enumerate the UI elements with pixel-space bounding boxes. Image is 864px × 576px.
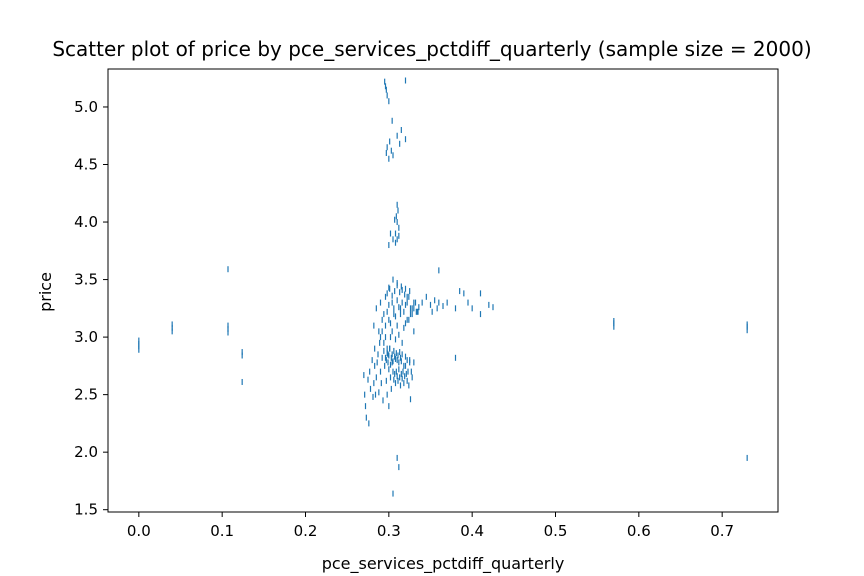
x-tick-label: 0.4 [460, 522, 484, 540]
y-tick-label: 2.5 [74, 386, 98, 404]
x-tick-label: 0.0 [127, 522, 151, 540]
y-tick-label: 3.0 [74, 328, 98, 346]
x-tick-label: 0.2 [294, 522, 318, 540]
y-tick-label: 5.0 [74, 98, 98, 116]
x-tick-label: 0.5 [544, 522, 568, 540]
x-axis-ticks: 0.0 0.1 0.2 0.3 0.4 0.5 0.6 0.7 [127, 512, 734, 540]
y-tick-label: 3.5 [74, 271, 98, 289]
x-tick-label: 0.1 [210, 522, 234, 540]
x-tick-label: 0.6 [627, 522, 651, 540]
x-tick-label: 0.7 [710, 522, 734, 540]
x-axis-label: pce_services_pctdiff_quarterly [322, 554, 565, 574]
y-axis-ticks: 1.5 2.0 2.5 3.0 3.5 4.0 4.5 5.0 [74, 98, 108, 519]
chart-title: Scatter plot of price by pce_services_pc… [52, 37, 811, 61]
x-tick-label: 0.3 [377, 522, 401, 540]
y-tick-label: 2.0 [74, 443, 98, 461]
scatter-points [138, 77, 748, 497]
y-tick-label: 4.5 [74, 156, 98, 174]
plot-frame [107, 68, 779, 513]
y-tick-label: 4.0 [74, 213, 98, 231]
y-axis-label: price [36, 272, 55, 312]
y-tick-label: 1.5 [74, 501, 98, 519]
